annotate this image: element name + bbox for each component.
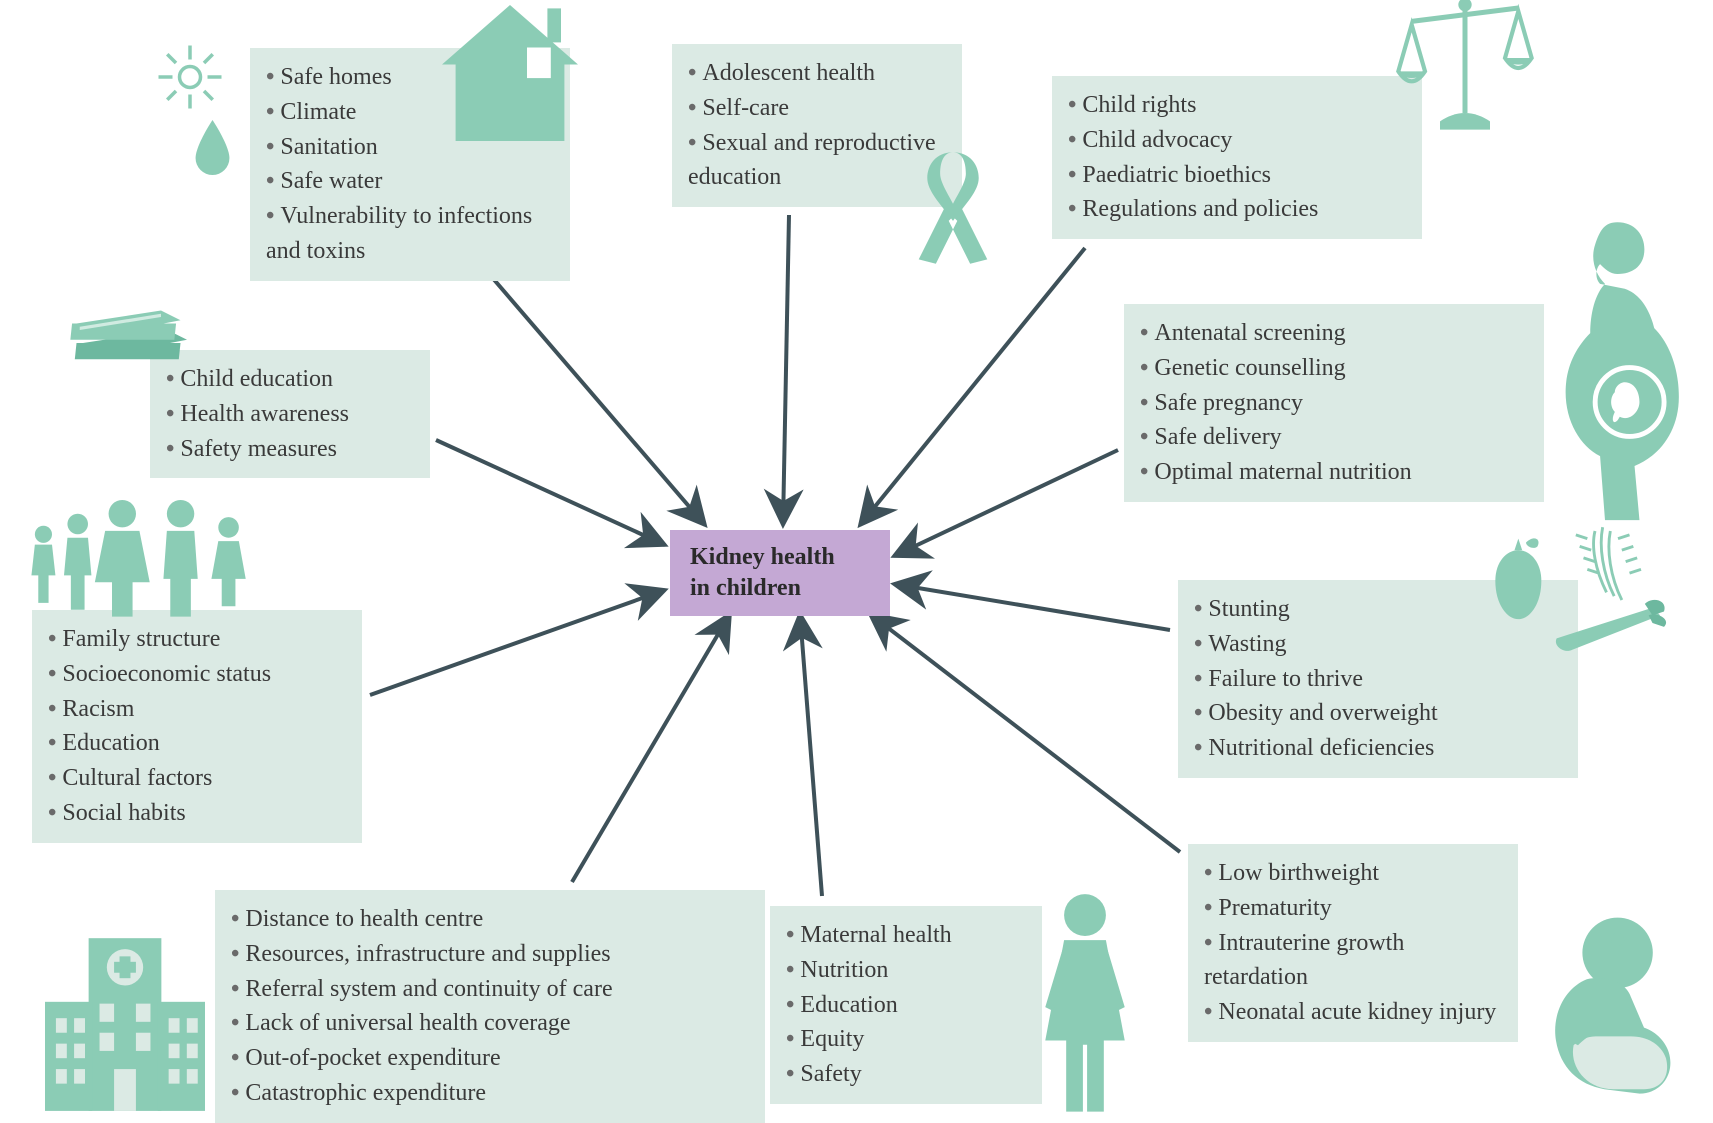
list-item: Self-care (688, 91, 946, 126)
list-item: Social habits (48, 796, 346, 831)
list-item: Distance to health centre (231, 902, 749, 937)
list-item: Genetic counselling (1140, 351, 1528, 386)
list-item: Racism (48, 692, 346, 727)
list-item: Out-of-pocket expenditure (231, 1041, 749, 1076)
arrow-birth (870, 614, 1180, 852)
list-item: Health awareness (166, 397, 414, 432)
box-antenatal: Antenatal screening Genetic counselling … (1124, 304, 1544, 502)
center-box: Kidney health in children (670, 530, 890, 616)
list-item: Neonatal acute kidney injury (1204, 995, 1502, 1030)
list-item: Lack of universal health coverage (231, 1006, 749, 1041)
arrow-healthcare (572, 614, 730, 882)
sun-icon (155, 42, 225, 112)
list-item: Adolescent health (688, 56, 946, 91)
baby-icon (1490, 900, 1710, 1120)
arrow-education (436, 440, 665, 545)
box-birth: Low birthweight Prematurity Intrauterine… (1188, 844, 1518, 1042)
list-item: Safe pregnancy (1140, 386, 1528, 421)
house-icon (420, 0, 600, 158)
list-item: Child education (166, 362, 414, 397)
list-item: Resources, infrastructure and supplies (231, 937, 749, 972)
family-icon (20, 500, 300, 620)
scales-icon (1380, 0, 1550, 138)
list-item: Obesity and overweight (1194, 696, 1562, 731)
list-item: Vulnerability to infections and toxins (266, 199, 554, 269)
arrow-environment (484, 268, 705, 525)
list-item: Cultural factors (48, 761, 346, 796)
list-item: Regulations and policies (1068, 192, 1406, 227)
list-item: Maternal health (786, 918, 1026, 953)
list-item: Education (48, 726, 346, 761)
books-icon (70, 280, 200, 380)
list-item: Nutritional deficiencies (1194, 731, 1562, 766)
box-rights: Child rights Child advocacy Paediatric b… (1052, 76, 1422, 239)
list-item: Antenatal screening (1140, 316, 1528, 351)
list-item: Intrauterine growth retardation (1204, 926, 1502, 996)
list-item: Family structure (48, 622, 346, 657)
list-item: Referral system and continuity of care (231, 972, 749, 1007)
ribbon-icon (908, 148, 998, 268)
list-item: Prematurity (1204, 891, 1502, 926)
list-item: Safe delivery (1140, 420, 1528, 455)
hospital-icon (30, 920, 220, 1120)
list-item: Safety (786, 1057, 1026, 1092)
list-item: Paediatric bioethics (1068, 158, 1406, 193)
center-line2: in children (690, 575, 801, 601)
list-item: Safety measures (166, 432, 414, 467)
arrow-maternal (800, 614, 822, 896)
list-item: Catastrophic expenditure (231, 1076, 749, 1111)
list-item: Nutrition (786, 953, 1026, 988)
center-line1: Kidney health (690, 544, 835, 570)
arrow-rights (860, 248, 1085, 525)
list-item: Low birthweight (1204, 856, 1502, 891)
list-item: Child advocacy (1068, 123, 1406, 158)
box-healthcare: Distance to health centre Resources, inf… (215, 890, 765, 1123)
pregnant-icon (1500, 210, 1710, 530)
list-item: Safe water (266, 164, 554, 199)
box-family: Family structure Socioeconomic status Ra… (32, 610, 362, 843)
list-item: Education (786, 988, 1026, 1023)
list-item: Equity (786, 1022, 1026, 1057)
food-icon (1480, 520, 1710, 680)
box-maternal: Maternal health Nutrition Education Equi… (770, 906, 1042, 1104)
arrow-antenatal (894, 450, 1118, 556)
arrow-family (370, 590, 665, 695)
drop-icon (190, 120, 235, 175)
woman-icon (1030, 890, 1140, 1120)
list-item: Optimal maternal nutrition (1140, 455, 1528, 490)
arrow-adolescent (783, 215, 789, 525)
list-item: Child rights (1068, 88, 1406, 123)
list-item: Socioeconomic status (48, 657, 346, 692)
arrow-nutrition (894, 584, 1170, 630)
